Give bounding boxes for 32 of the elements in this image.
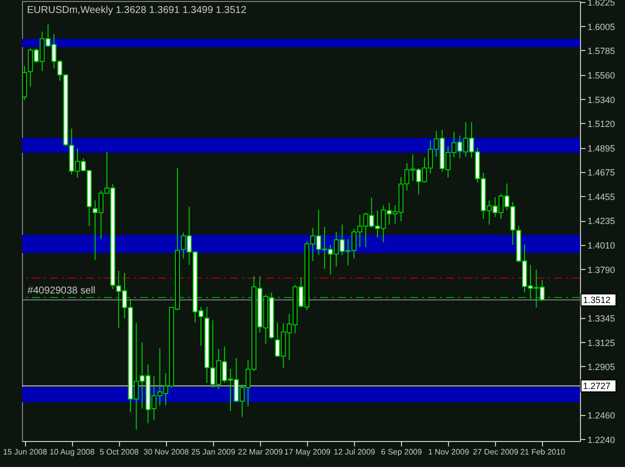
- y-tick-label: 1.2905: [588, 362, 616, 372]
- y-tick-label: 1.4455: [588, 192, 616, 202]
- y-tick-label: 1.4235: [588, 216, 616, 226]
- x-tick-label: 10 Aug 2008: [50, 448, 96, 456]
- x-tick-label: 17 May 2009: [284, 448, 332, 456]
- y-tick-label: 1.4010: [588, 240, 616, 251]
- x-tick-label: 25 Jan 2009: [191, 448, 236, 456]
- chart-title: EURUSDm,Weekly 1.3628 1.3691 1.3499 1.3512: [27, 5, 247, 16]
- y-tick-label: 1.5785: [588, 46, 616, 56]
- y-tick-label: 1.3345: [588, 314, 616, 324]
- y-tick-label: 1.2240: [588, 434, 616, 445]
- y-tick-label: 1.2460: [588, 410, 616, 421]
- x-tick-label: 22 Mar 2009: [238, 448, 284, 456]
- x-tick-label: 12 Jul 2009: [334, 448, 376, 456]
- y-tick-label: 1.5340: [588, 94, 616, 105]
- x-tick-label: 6 Sep 2009: [381, 448, 423, 456]
- x-tick-label: 1 Nov 2009: [428, 448, 470, 456]
- y-tick-label: 1.4895: [588, 144, 616, 154]
- x-tick-label: 30 Nov 2008: [144, 448, 190, 456]
- annotation: #40929038 sell: [28, 286, 96, 297]
- ref-line-label: 1.2727: [583, 380, 611, 391]
- x-tick-label: 5 Oct 2008: [100, 448, 140, 456]
- y-tick-label: 1.6005: [588, 22, 616, 32]
- x-tick-label: 21 Feb 2010: [520, 448, 566, 456]
- ref-line-label: 1.3512: [583, 294, 611, 305]
- x-tick-label: 15 Jun 2008: [3, 448, 48, 456]
- y-tick-label: 1.5560: [588, 70, 616, 81]
- y-tick-label: 1.3790: [588, 264, 616, 275]
- y-tick-label: 1.3125: [588, 338, 616, 348]
- y-tick-label: 1.5120: [588, 118, 616, 129]
- x-tick-label: 27 Dec 2009: [472, 448, 519, 456]
- y-tick-label: 1.4675: [588, 168, 616, 178]
